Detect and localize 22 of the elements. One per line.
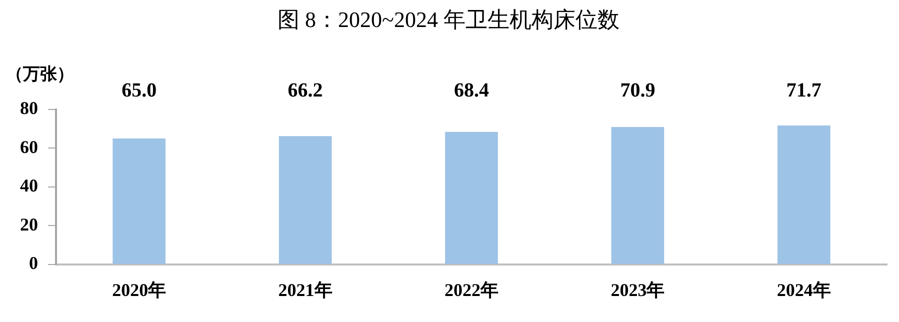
y-tick-label: 20 [20,214,38,234]
data-label: 71.7 [786,80,822,102]
bar [777,125,830,264]
chart-title: 图 8：2020~2024 年卫生机构床位数 [278,6,620,32]
y-tick-label: 40 [20,176,38,196]
x-tick-label: 2020年 [112,280,166,300]
x-tick-label: 2023年 [610,280,665,300]
bar [445,132,498,264]
data-label: 65.0 [122,80,157,102]
bar [278,136,332,264]
y-tick-label: 60 [20,136,38,157]
y-axis-title: （万张） [6,64,74,84]
data-label: 70.9 [620,80,656,102]
data-label: 68.4 [454,80,489,102]
bar [611,127,664,264]
bar [112,138,166,264]
y-tick-label: 80 [20,98,38,118]
x-tick-label: 2022年 [444,280,498,300]
x-tick-label: 2021年 [278,280,332,300]
data-label: 66.2 [288,80,323,102]
x-tick-label: 2024年 [776,280,831,300]
y-tick-label: 0 [29,253,38,274]
